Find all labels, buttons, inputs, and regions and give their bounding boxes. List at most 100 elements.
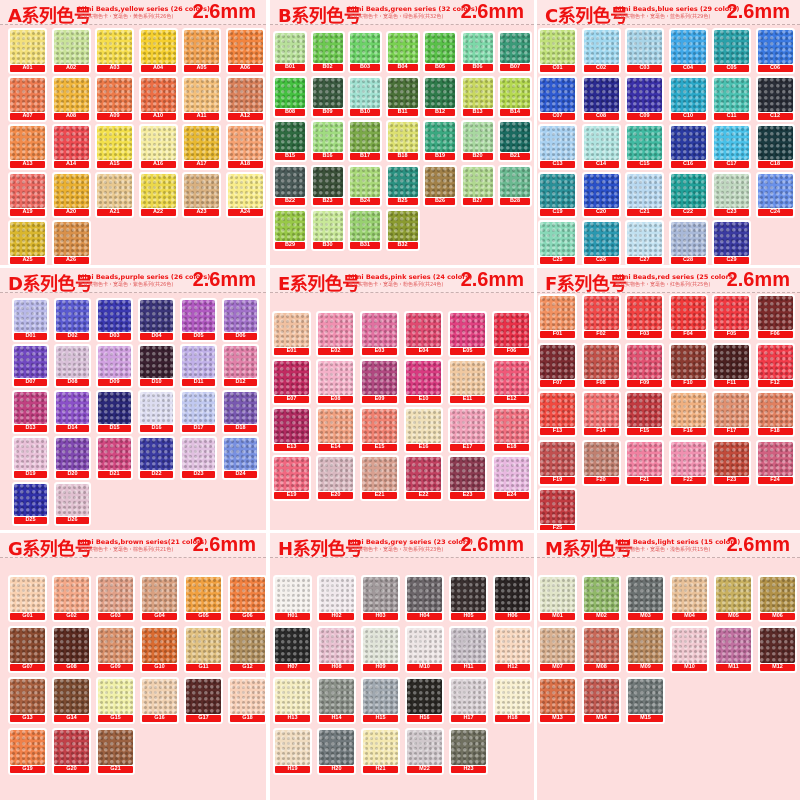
color-swatch-card: B30	[310, 209, 345, 251]
color-swatch-card: H11	[449, 626, 488, 673]
color-code-label: E19	[274, 492, 309, 499]
bead-color-swatch	[56, 392, 89, 424]
color-swatch-card: E01	[272, 311, 311, 357]
color-swatch-card: C12	[755, 76, 795, 122]
color-swatch-card: D02	[54, 298, 91, 342]
color-swatch-card: M11	[714, 626, 753, 673]
color-swatch-card: C21	[625, 172, 664, 218]
color-code-label: B12	[425, 108, 455, 116]
color-code-label: F17	[714, 428, 749, 435]
bead-color-swatch	[182, 300, 215, 332]
panel-header: F系列色号 Mini Beads,red series (25 colors) 拼豆…	[537, 268, 800, 295]
color-swatch-card: D06	[222, 298, 259, 342]
color-code-label: E09	[362, 396, 397, 403]
color-code-label: E04	[406, 348, 441, 355]
color-code-label: D12	[224, 379, 257, 386]
color-swatch-card: E08	[316, 359, 355, 405]
bead-color-swatch	[10, 222, 45, 256]
color-code-label: C28	[670, 257, 706, 264]
color-swatch-card: M05	[714, 575, 753, 622]
color-code-label: A14	[53, 161, 89, 168]
color-code-label: E13	[274, 444, 309, 451]
bead-color-swatch	[451, 577, 486, 612]
bead-color-swatch	[407, 679, 442, 714]
color-code-label: C14	[583, 161, 619, 168]
bead-color-swatch	[670, 174, 706, 208]
color-swatch-card: G19	[8, 728, 47, 775]
color-code-label: B21	[500, 153, 530, 160]
bead-color-swatch	[583, 393, 619, 427]
bead-color-swatch	[714, 441, 749, 476]
color-swatch-card: B31	[348, 209, 382, 251]
bead-color-swatch	[583, 78, 619, 112]
color-code-label: G07	[10, 664, 45, 671]
color-code-label: D13	[14, 425, 47, 432]
bead-color-swatch	[672, 577, 707, 612]
bead-color-swatch	[627, 126, 662, 160]
color-swatch-card: C04	[668, 28, 708, 74]
bead-color-swatch	[184, 174, 219, 208]
color-code-label: B28	[500, 197, 530, 205]
color-code-label: A04	[140, 65, 176, 72]
color-swatch-card: M02	[582, 575, 621, 622]
color-swatch-card: B24	[348, 164, 382, 207]
color-swatch-card: F06	[755, 294, 795, 340]
color-swatch-card: B02	[310, 31, 345, 73]
bead-color-swatch	[628, 628, 663, 663]
series-title: B系列色号	[278, 6, 362, 27]
color-code-label: E18	[494, 444, 529, 451]
color-swatch-card: B21	[498, 120, 532, 162]
color-swatch-card: G04	[140, 575, 179, 622]
series-title: H系列色号	[278, 539, 363, 560]
bead-color-swatch	[757, 393, 793, 427]
bead-color-swatch	[98, 679, 133, 714]
bead-color-swatch	[97, 126, 132, 160]
color-swatch-card: F25	[538, 488, 577, 530]
color-code-label: M01	[540, 613, 575, 620]
bead-color-swatch	[425, 122, 455, 152]
color-swatch-card: E07	[272, 359, 311, 405]
series-subtitle-en: Mini Beads,pink series (24 colors)	[348, 273, 473, 281]
color-code-label: F05	[714, 331, 749, 338]
color-swatch-card: A03	[95, 28, 134, 74]
series-subtitle-en: Mini Beads,red series (25 colors)	[615, 273, 736, 281]
panel-header: H系列色号 Mini Beads,grey series (23 colors) 拼…	[270, 533, 534, 560]
color-code-label: B31	[350, 242, 380, 249]
bead-color-swatch	[182, 438, 215, 470]
color-swatch-card: H02	[317, 575, 356, 622]
series-panel: C系列色号 Mini Beads,blue series (29 colors) 拼…	[537, 0, 800, 265]
color-code-label: B20	[462, 153, 493, 160]
color-code-label: A03	[97, 65, 132, 72]
bead-color-swatch	[318, 361, 353, 395]
color-code-label: E14	[318, 444, 353, 451]
color-swatch-card: E22	[404, 455, 443, 501]
bead-color-swatch	[450, 457, 485, 491]
color-code-label: H12	[495, 664, 530, 671]
color-code-label: B27	[462, 197, 493, 205]
color-swatch-card: G16	[140, 677, 179, 724]
color-code-label: H14	[319, 715, 354, 722]
panel-header: G系列色号 Mini Beads,brown series(21 colors) 拼…	[0, 533, 266, 560]
bead-color-swatch	[494, 409, 529, 443]
color-code-label: C05	[714, 65, 749, 72]
bead-color-swatch	[540, 296, 575, 330]
bead-color-swatch	[757, 344, 793, 379]
color-code-label: D05	[182, 333, 215, 340]
color-code-label: A11	[184, 113, 219, 120]
bead-color-swatch	[230, 679, 265, 714]
color-swatch-card: C17	[712, 124, 751, 170]
color-swatch-card: G05	[184, 575, 223, 622]
bead-color-swatch	[540, 393, 575, 427]
color-code-label: C27	[627, 257, 662, 264]
bead-color-swatch	[540, 344, 575, 379]
bead-size: 2.6mm	[192, 269, 256, 291]
bead-color-swatch	[98, 730, 133, 765]
color-swatch-card: H23	[449, 728, 488, 775]
color-code-label: D18	[224, 425, 257, 432]
color-swatch-card: C15	[625, 124, 664, 170]
color-code-label: D22	[140, 471, 173, 478]
series-subtitle-cn: 拼豆实物色卡・宽毫色・浅色系列(共15色)	[615, 547, 711, 553]
color-swatch-card: A14	[51, 124, 91, 170]
color-code-label: A26	[53, 257, 89, 264]
color-swatch-card: D15	[96, 390, 133, 434]
